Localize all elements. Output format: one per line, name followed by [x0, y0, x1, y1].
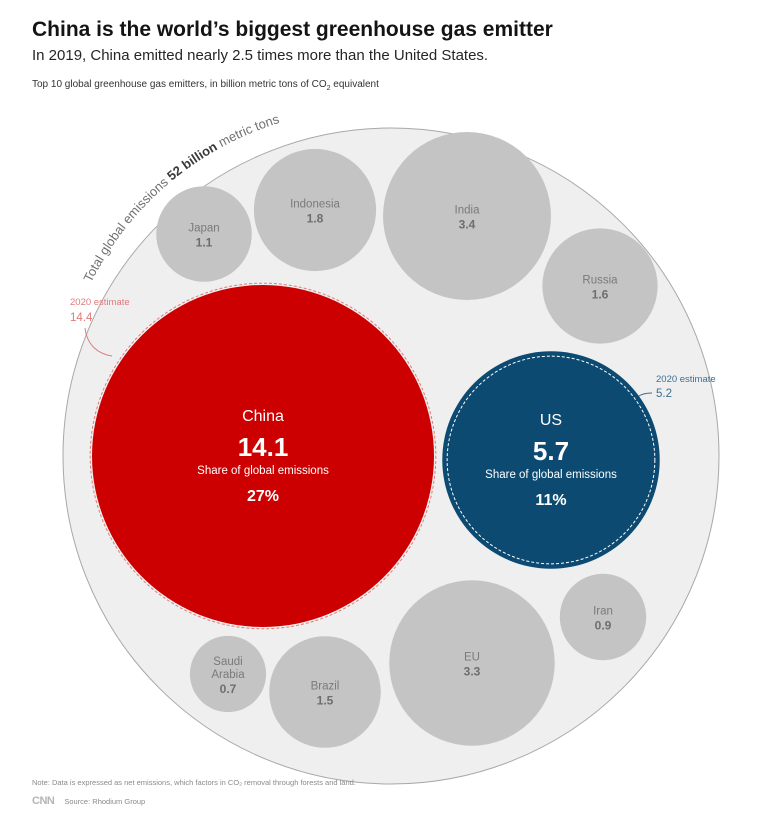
bubble-us-estimate-ring — [446, 355, 656, 565]
total-value: 52 billion — [164, 139, 220, 184]
bubble-brazil-name: Brazil — [311, 681, 340, 693]
bubble-brazil-circle — [269, 636, 381, 748]
caption-tail: equivalent — [330, 79, 379, 90]
caption-main: Top 10 global greenhouse gas emitters, i… — [32, 79, 327, 90]
bubble-japan-name: Japan — [188, 223, 219, 235]
cnn-logo: CNN — [32, 795, 55, 807]
bubble-india-value: 3.4 — [459, 218, 476, 232]
bubble-iran-circle — [559, 573, 647, 661]
bubble-russia-name: Russia — [582, 275, 618, 287]
bubble-japan-value: 1.1 — [196, 236, 213, 250]
us-estimate-value: 5.2 — [656, 388, 672, 400]
bubble-china: China 14.1 Share of global emissions 27% — [89, 282, 437, 630]
china-estimate-label: 2020 estimate — [70, 297, 130, 308]
bubble-us-name: US — [540, 412, 562, 429]
bubble-eu: EU3.3 — [389, 580, 555, 746]
bubble-eu-name: EU — [464, 652, 480, 664]
bubble-india-circle — [383, 132, 551, 300]
bubble-saudi-arabia-circle — [189, 635, 267, 713]
bubble-indonesia-value: 1.8 — [307, 212, 324, 226]
bubble-india-name: India — [455, 205, 481, 217]
bubble-china-circle — [92, 285, 434, 627]
bubble-saudi-arabia-value: 0.7 — [220, 682, 237, 696]
bubble-indonesia-name: Indonesia — [290, 199, 340, 211]
bubble-russia-circle — [542, 228, 658, 344]
bubble-us-value: 5.7 — [533, 436, 569, 466]
bubble-us: US 5.7 Share of global emissions 11% — [442, 351, 660, 569]
bubble-brazil-value: 1.5 — [317, 694, 334, 708]
chart-title: China is the world’s biggest greenhouse … — [32, 18, 553, 41]
bubble-iran-value: 0.9 — [595, 619, 612, 633]
bubble-saudi-arabia-name-line-2: Arabia — [211, 669, 245, 681]
bubble-eu-value: 3.3 — [464, 665, 481, 679]
bubble-saudi-arabia-name-line-1: Saudi — [213, 656, 242, 668]
bubble-us-circle — [442, 351, 660, 569]
chart-subtitle: In 2019, China emitted nearly 2.5 times … — [32, 47, 489, 64]
total-suffix: metric tons — [212, 111, 281, 152]
chart-caption: Top 10 global greenhouse gas emitters, i… — [32, 79, 379, 92]
bubble-china-value: 14.1 — [238, 432, 289, 462]
china-estimate-value: 14.4 — [70, 312, 93, 324]
bubble-eu-circle — [389, 580, 555, 746]
bubble-china-share: 27% — [247, 488, 279, 505]
bubbles-group: China 14.1 Share of global emissions 27% US 5… — [89, 132, 660, 748]
us-estimate-label: 2020 estimate — [656, 374, 716, 385]
bubble-russia-value: 1.6 — [592, 288, 609, 302]
bubble-indonesia-circle — [253, 148, 377, 272]
bubble-china-name: China — [242, 408, 284, 425]
bubble-china-share-label: Share of global emissions — [197, 465, 329, 477]
source-row: CNN Source: Rhodium Group — [32, 795, 145, 807]
bubble-us-share-label: Share of global emissions — [485, 469, 617, 481]
source-text: Source: Rhodium Group — [64, 796, 146, 806]
bubble-iran-name: Iran — [593, 606, 613, 618]
bubble-japan-circle — [156, 186, 252, 282]
caption-subscript: 2 — [326, 85, 331, 92]
bubble-china-estimate-ring — [89, 282, 437, 630]
china-estimate-connector — [84, 327, 113, 357]
footnote: Note: Data is expressed as net emissions… — [32, 778, 356, 787]
bubble-us-share: 11% — [535, 492, 566, 509]
